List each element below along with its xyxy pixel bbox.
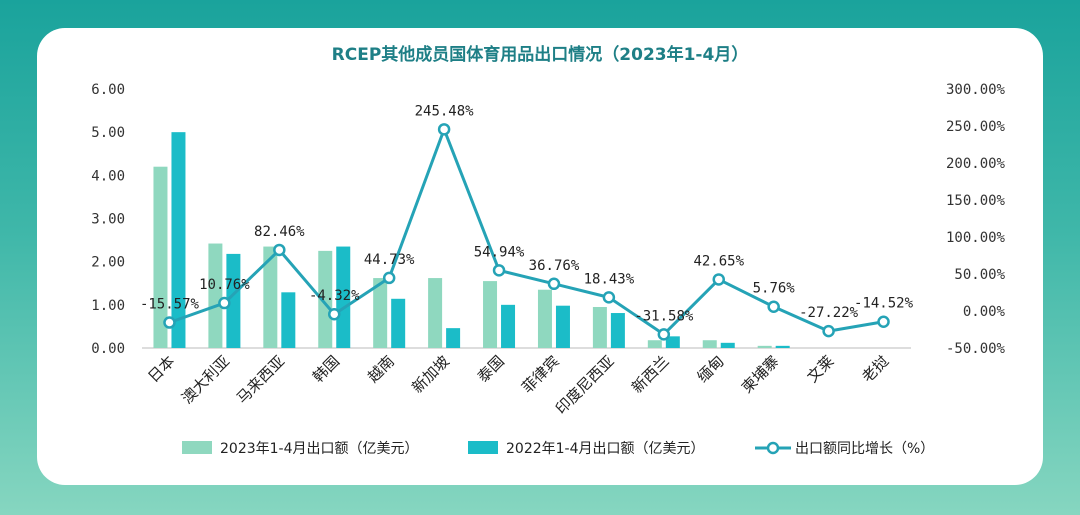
- left-axis-tick: 2.00: [91, 255, 125, 271]
- growth-point: [163, 316, 176, 329]
- bar-2023: [647, 340, 662, 348]
- growth-data-label: 54.94%: [474, 244, 525, 260]
- growth-point: [273, 243, 286, 257]
- axes: 0.00 1.00 2.00 3.00 4.00 5.00 6.00 -50.00% 0.00%…: [91, 82, 1005, 357]
- category-label: 新加坡: [408, 352, 453, 397]
- bar-2023: [318, 250, 333, 348]
- bar-2022: [336, 246, 351, 348]
- growth-data-label: 245.48%: [415, 103, 475, 119]
- left-axis-tick: 1.00: [91, 298, 125, 314]
- bar-2023: [537, 289, 552, 348]
- category-label: 泰国: [474, 352, 508, 386]
- growth-data-label: 36.76%: [529, 258, 580, 274]
- growth-point: [712, 273, 725, 286]
- right-axis-tick: 50.00%: [954, 267, 1005, 283]
- growth-point: [218, 296, 231, 310]
- growth-data-label: 44.73%: [364, 252, 415, 268]
- growth-data-label: 82.46%: [254, 224, 305, 240]
- right-axis-tick: 250.00%: [946, 119, 1006, 135]
- legend-label: 出口额同比增长（%）: [795, 441, 934, 457]
- bar-2022: [610, 313, 625, 348]
- bar-2022: [446, 328, 461, 348]
- growth-data-label: 5.76%: [753, 281, 796, 297]
- left-axis-tick: 4.00: [91, 168, 125, 184]
- left-axis-tick: 0.00: [91, 341, 125, 357]
- category-label: 缅甸: [694, 352, 728, 386]
- category-label: 越南: [364, 352, 398, 386]
- bar-2023: [757, 345, 772, 348]
- chart-card: RCEP其他成员国体育用品出口情况（2023年1-4月） 0.00 1.00 2.0…: [37, 28, 1043, 485]
- category-label: 文莱: [803, 352, 837, 386]
- bars: [153, 132, 790, 348]
- growth-point: [602, 291, 616, 304]
- right-axis-tick: 100.00%: [946, 230, 1006, 246]
- growth-data-label: 42.65%: [693, 253, 744, 269]
- bar-2023: [428, 278, 443, 348]
- bar-2022: [391, 298, 406, 348]
- growth-point: [547, 277, 561, 291]
- bar-2023: [263, 246, 278, 348]
- bar-2022: [501, 304, 516, 348]
- bar-2023: [153, 166, 168, 348]
- growth-point: [492, 264, 506, 277]
- legend-label: 2022年1-4月出口额（亿美元）: [506, 441, 705, 457]
- bar-2023: [208, 243, 223, 348]
- bar-2023: [483, 281, 498, 348]
- left-axis-tick: 5.00: [91, 125, 125, 141]
- chart-title: RCEP其他成员国体育用品出口情况（2023年1-4月）: [332, 44, 749, 65]
- growth-data-label: -15.57%: [140, 297, 200, 313]
- category-label: 日本: [144, 352, 178, 386]
- bar-2022: [226, 253, 241, 348]
- legend-marker: [766, 441, 780, 455]
- right-axis-tick: 150.00%: [946, 193, 1006, 209]
- legend: 2023年1-4月出口额（亿美元） 2022年1-4月出口额（亿美元） 出口额同比增…: [182, 441, 934, 457]
- growth-data-label: -14.52%: [854, 296, 914, 312]
- growth-line: [163, 123, 890, 341]
- left-axis-tick: 3.00: [91, 212, 125, 228]
- category-label: 马来西亚: [233, 352, 288, 407]
- growth-point: [328, 307, 341, 321]
- right-axis-tick: 300.00%: [946, 82, 1006, 98]
- bar-2023: [592, 306, 607, 348]
- growth-data-label: -27.22%: [799, 305, 859, 321]
- growth-data-label: 10.76%: [199, 277, 250, 293]
- category-label: 韩国: [309, 352, 343, 386]
- growth-point: [822, 324, 835, 338]
- category-label: 新西兰: [628, 352, 673, 397]
- growth-data-label: -4.32%: [309, 288, 360, 304]
- growth-data-label: -31.58%: [634, 308, 694, 324]
- bar-2023: [373, 278, 388, 348]
- bar-2022: [171, 132, 186, 348]
- right-axis-tick: 200.00%: [946, 156, 1006, 172]
- category-label: 柬埔寨: [738, 352, 783, 397]
- legend-swatch-2022: [468, 441, 498, 454]
- legend-label: 2023年1-4月出口额（亿美元）: [220, 441, 419, 457]
- growth-point: [382, 271, 396, 285]
- right-axis-tick: -50.00%: [946, 341, 1006, 357]
- category-label: 澳大利亚: [178, 352, 233, 407]
- bar-2022: [720, 342, 735, 348]
- bar-2022: [665, 336, 680, 348]
- right-axis-tick: 0.00%: [963, 304, 1006, 320]
- bar-2022: [555, 305, 570, 348]
- combo-chart: RCEP其他成员国体育用品出口情况（2023年1-4月） 0.00 1.00 2.0…: [91, 44, 1005, 457]
- growth-data-label: 18.43%: [584, 271, 635, 287]
- category-label: 印度尼西亚: [552, 352, 618, 418]
- growth-line-path: [168, 127, 884, 336]
- bar-2022: [281, 292, 296, 348]
- left-axis-tick: 6.00: [91, 82, 125, 98]
- bar-2022: [775, 345, 790, 348]
- category-label: 老挝: [858, 352, 892, 386]
- data-labels: -15.57% 10.76% 82.46% -4.32% 44.73% 245.48% 54…: [140, 103, 914, 324]
- growth-point: [657, 328, 671, 341]
- growth-point: [767, 300, 780, 313]
- category-label: 菲律宾: [518, 352, 563, 397]
- growth-point: [877, 315, 890, 328]
- growth-point: [437, 123, 451, 136]
- legend-swatch-2023: [182, 441, 212, 454]
- bar-2023: [702, 340, 717, 348]
